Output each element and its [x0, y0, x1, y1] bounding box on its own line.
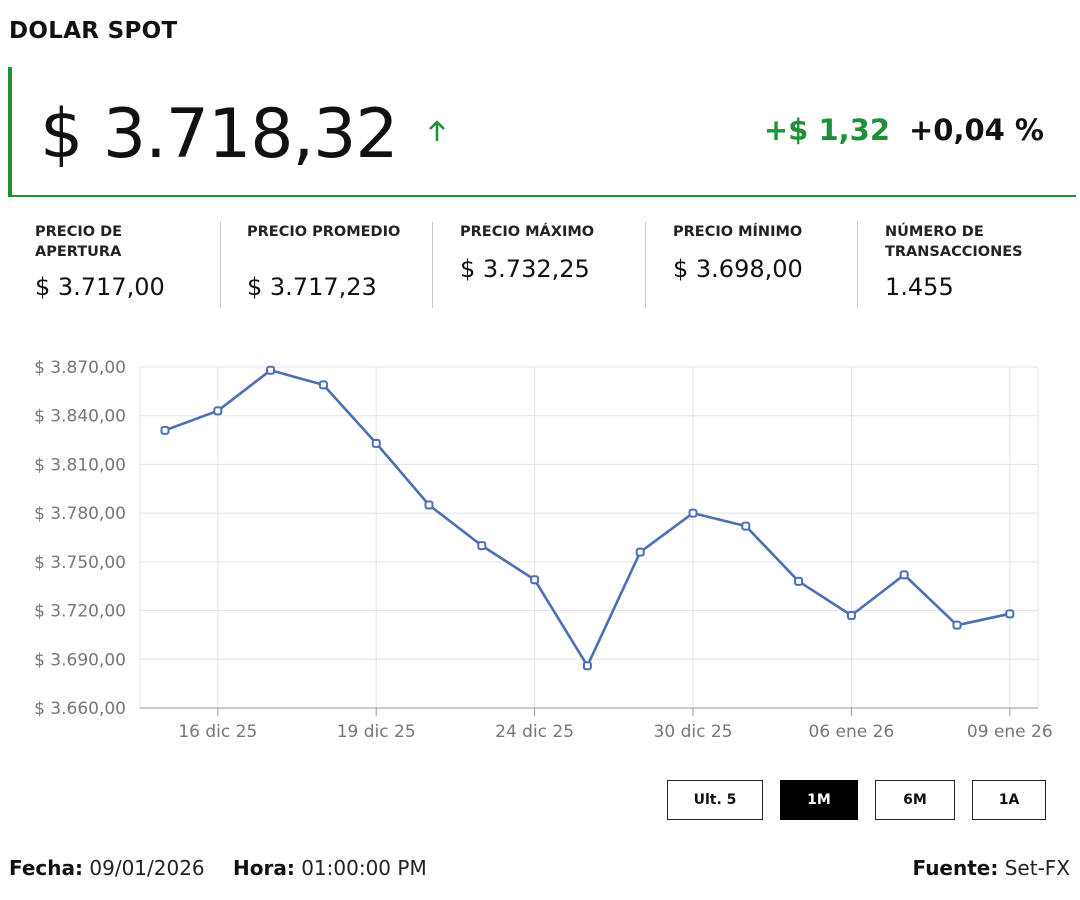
stat-label: PRECIO DE APERTURA — [35, 224, 123, 260]
y-tick-label: $ 3.780,00 — [34, 504, 126, 524]
stat-min-price: PRECIO MÍNIMO $ 3.698,00 — [673, 222, 853, 308]
x-tick-label: 19 dic 25 — [337, 722, 416, 742]
x-tick-label: 06 ene 26 — [809, 722, 895, 742]
stat-divider — [645, 222, 646, 308]
stat-label: NÚMERO DE TRANSACCIONES — [885, 224, 1023, 260]
data-point — [846, 610, 856, 620]
x-tick-label: 30 dic 25 — [654, 722, 733, 742]
date-value: 09/01/2026 — [89, 856, 205, 880]
data-point — [899, 570, 909, 580]
stat-transactions: NÚMERO DE TRANSACCIONES 1.455 — [885, 222, 1050, 308]
stat-value: $ 3.698,00 — [673, 255, 803, 283]
series-line — [164, 368, 1011, 668]
data-point — [582, 661, 592, 671]
stat-average-price: PRECIO PROMEDIO $ 3.717,23 — [247, 222, 412, 308]
y-tick-label: $ 3.870,00 — [34, 358, 126, 378]
data-point — [371, 438, 381, 448]
footer-date: Fecha: 09/01/2026 — [9, 856, 205, 880]
data-point — [794, 576, 804, 586]
x-tick-label: 24 dic 25 — [495, 722, 574, 742]
stat-value: $ 3.732,25 — [460, 255, 590, 283]
data-point — [266, 365, 276, 375]
stat-opening-price: PRECIO DE APERTURA $ 3.717,00 — [35, 222, 200, 308]
range-button-last-5[interactable]: Ult. 5 — [667, 780, 763, 820]
date-label: Fecha: — [9, 856, 84, 880]
range-button-6m[interactable]: 6M — [875, 780, 955, 820]
data-point — [635, 547, 645, 557]
y-tick-label: $ 3.720,00 — [34, 602, 126, 622]
price-change-percent: +0,04 % — [908, 113, 1044, 147]
current-price: $ 3.718,32 — [40, 95, 399, 174]
stat-divider — [857, 222, 858, 308]
data-point — [530, 575, 540, 585]
data-point — [688, 508, 698, 518]
y-tick-label: $ 3.750,00 — [34, 553, 126, 573]
data-point — [213, 406, 223, 416]
y-tick-label: $ 3.660,00 — [34, 699, 126, 719]
stat-divider — [432, 222, 433, 308]
price-line-chart: $ 3.870,00 $ 3.840,00 $ 3.810,00 $ 3.780,00… — [34, 358, 1053, 742]
data-point — [1005, 609, 1015, 619]
page-title: DOLAR SPOT — [9, 18, 178, 44]
price-change-absolute: +$ 1,32 — [763, 113, 890, 147]
stat-max-price: PRECIO MÁXIMO $ 3.732,25 — [460, 222, 640, 308]
data-point — [318, 380, 328, 390]
stat-label: PRECIO MÁXIMO — [460, 224, 595, 240]
stat-value: 1.455 — [885, 273, 954, 301]
x-tick-label: 09 ene 26 — [967, 722, 1053, 742]
stat-divider — [220, 222, 221, 308]
source-value: Set-FX — [1004, 856, 1070, 880]
range-button-1a[interactable]: 1A — [972, 780, 1046, 820]
y-tick-label: $ 3.810,00 — [34, 455, 126, 475]
data-point — [424, 500, 434, 510]
stat-label: PRECIO MÍNIMO — [673, 224, 803, 240]
time-value: 01:00:00 PM — [301, 856, 427, 880]
data-point — [741, 521, 751, 531]
footer-source: Fuente: Set-FX — [913, 856, 1070, 880]
data-point — [952, 620, 962, 630]
arrow-up-icon — [429, 120, 445, 141]
stat-label: PRECIO PROMEDIO — [247, 224, 401, 240]
data-point — [477, 541, 487, 551]
stat-value: $ 3.717,23 — [247, 273, 377, 301]
data-point — [160, 425, 170, 435]
price-panel: $ 3.718,32 +$ 1,32 +0,04 % — [8, 67, 1076, 197]
footer-time: Hora: 01:00:00 PM — [233, 856, 427, 880]
range-button-1m[interactable]: 1M — [780, 780, 858, 820]
x-tick-label: 16 dic 25 — [178, 722, 257, 742]
source-label: Fuente: — [912, 856, 999, 880]
y-tick-label: $ 3.690,00 — [34, 650, 126, 670]
y-tick-label: $ 3.840,00 — [34, 407, 126, 427]
time-label: Hora: — [233, 856, 295, 880]
stat-value: $ 3.717,00 — [35, 273, 165, 301]
